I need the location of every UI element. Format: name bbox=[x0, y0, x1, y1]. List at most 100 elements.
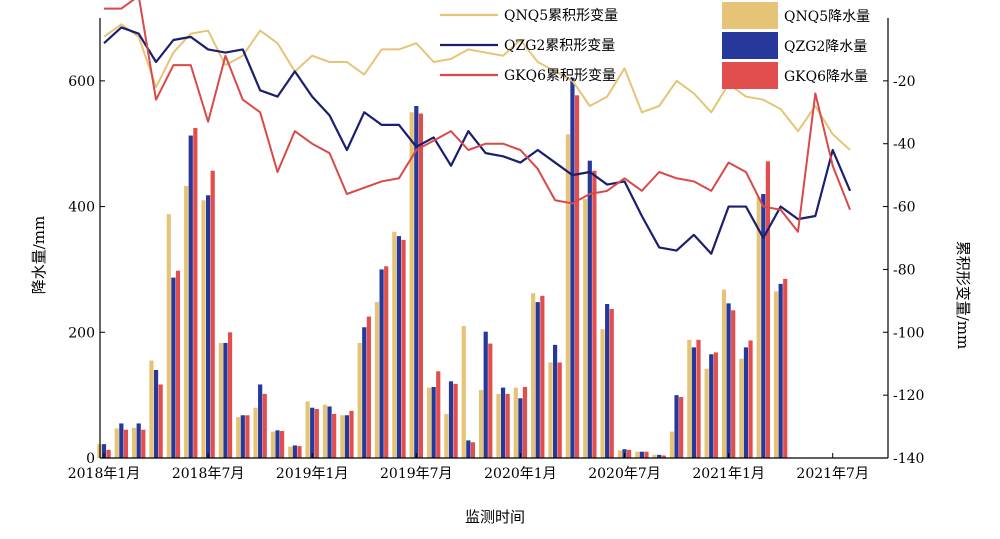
bar-QNQ5降水量-26 bbox=[548, 362, 553, 458]
x-tick-label: 2020年7月 bbox=[588, 466, 661, 482]
bar-QZG2降水量-38 bbox=[761, 194, 766, 458]
bar-QZG2降水量-7 bbox=[223, 342, 228, 458]
bar-QZG2降水量-17 bbox=[396, 236, 402, 458]
bar-GKQ6降水量-36 bbox=[731, 310, 736, 458]
y-left-tick-label: 200 bbox=[68, 325, 95, 341]
x-axis-label: 监测时间 bbox=[465, 508, 525, 526]
bar-QZG2降水量-8 bbox=[240, 415, 245, 458]
bar-QNQ5降水量-21 bbox=[461, 326, 466, 458]
bar-QNQ5降水量-4 bbox=[166, 214, 171, 458]
x-tick-label: 2019年1月 bbox=[276, 466, 349, 482]
y-right-tick-label: -20 bbox=[893, 74, 916, 90]
y-right-tick-label: -80 bbox=[893, 262, 916, 278]
bar-QZG2降水量-15 bbox=[362, 327, 367, 458]
legend-bar-swatch bbox=[722, 62, 778, 89]
bar-GKQ6降水量-8 bbox=[245, 415, 250, 458]
bar-GKQ6降水量-20 bbox=[453, 383, 458, 458]
bar-QZG2降水量-21 bbox=[466, 440, 471, 458]
legend: QNQ5累积形变量 QZG2累积形变量 GKQ6累积形变量 QNQ5降水量 QZG2降水… bbox=[440, 2, 870, 89]
bar-GKQ6降水量-4 bbox=[175, 270, 181, 458]
bar-GKQ6降水量-24 bbox=[522, 386, 528, 458]
y-right-tick-label: -140 bbox=[893, 451, 924, 467]
bar-QNQ5降水量-33 bbox=[669, 431, 675, 458]
bar-GKQ6降水量-35 bbox=[713, 352, 718, 458]
bar-QNQ5降水量-8 bbox=[236, 417, 241, 458]
bar-GKQ6降水量-9 bbox=[262, 393, 267, 458]
bar-QZG2降水量-18 bbox=[414, 106, 419, 458]
y-axis-left-label: 降水量/mm bbox=[30, 216, 48, 295]
bar-GKQ6降水量-33 bbox=[679, 397, 684, 458]
legend-bar-swatch bbox=[722, 32, 778, 59]
bar-QZG2降水量-9 bbox=[258, 384, 263, 458]
bar-QZG2降水量-4 bbox=[171, 277, 176, 458]
bar-QNQ5降水量-28 bbox=[583, 199, 588, 458]
legend-bar-label: QZG2降水量 bbox=[784, 39, 867, 55]
bar-GKQ6降水量-1 bbox=[123, 429, 129, 458]
bar-QZG2降水量-24 bbox=[518, 398, 523, 458]
bar-QZG2降水量-1 bbox=[119, 423, 124, 458]
x-tick-label: 2019年7月 bbox=[380, 466, 453, 482]
bar-QZG2降水量-32 bbox=[657, 454, 662, 458]
bar-GKQ6降水量-25 bbox=[540, 295, 545, 458]
bar-QZG2降水量-36 bbox=[726, 303, 731, 458]
bar-GKQ6降水量-17 bbox=[401, 239, 406, 458]
bar-QNQ5降水量-32 bbox=[652, 454, 657, 458]
bar-QNQ5降水量-27 bbox=[565, 134, 570, 459]
bar-QZG2降水量-11 bbox=[292, 445, 297, 458]
bar-QZG2降水量-6 bbox=[206, 195, 211, 458]
bar-GKQ6降水量-19 bbox=[436, 371, 441, 458]
y-left-tick-label: 400 bbox=[68, 200, 95, 216]
bar-QZG2降水量-27 bbox=[570, 77, 575, 459]
bar-GKQ6降水量-14 bbox=[349, 410, 354, 458]
bar-QNQ5降水量-38 bbox=[756, 197, 761, 458]
bar-QNQ5降水量-34 bbox=[687, 339, 692, 458]
legend-line-label: QZG2累积形变量 bbox=[504, 38, 615, 54]
legend-bar-label: GKQ6降水量 bbox=[784, 69, 868, 85]
bar-GKQ6降水量-15 bbox=[366, 316, 371, 458]
y-right-tick-label: -100 bbox=[893, 325, 924, 341]
bar-QNQ5降水量-18 bbox=[409, 112, 414, 458]
bar-QNQ5降水量-15 bbox=[357, 342, 362, 458]
bar-QZG2降水量-39 bbox=[778, 283, 783, 458]
bar-QZG2降水量-22 bbox=[483, 331, 488, 458]
legend-bar-label: QNQ5降水量 bbox=[784, 9, 870, 25]
y-right-tick-label: -120 bbox=[893, 388, 924, 404]
bar-GKQ6降水量-34 bbox=[696, 339, 701, 458]
bar-QZG2降水量-34 bbox=[691, 347, 696, 458]
bar-QZG2降水量-31 bbox=[639, 451, 644, 458]
bar-QZG2降水量-28 bbox=[587, 160, 592, 458]
y-right-tick-label: -40 bbox=[893, 137, 916, 153]
bar-layer bbox=[97, 77, 788, 459]
line-QZG2累积形变量 bbox=[103, 26, 852, 255]
bar-QNQ5降水量-39 bbox=[773, 291, 779, 458]
bar-GKQ6降水量-29 bbox=[609, 309, 614, 458]
y-left-tick-label: 0 bbox=[86, 451, 95, 467]
bar-QZG2降水量-13 bbox=[327, 406, 332, 458]
bar-QZG2降水量-37 bbox=[743, 347, 749, 458]
bar-QNQ5降水量-10 bbox=[270, 431, 275, 458]
bar-GKQ6降水量-5 bbox=[193, 128, 198, 458]
bar-QNQ5降水量-9 bbox=[253, 407, 258, 458]
bar-QZG2降水量-26 bbox=[553, 344, 558, 458]
bar-GKQ6降水量-11 bbox=[297, 446, 302, 458]
legend-line-label: GKQ6累积形变量 bbox=[504, 68, 616, 84]
x-tick-label: 2018年1月 bbox=[68, 466, 141, 482]
bar-QZG2降水量-29 bbox=[605, 304, 610, 458]
x-tick-label: 2018年7月 bbox=[172, 466, 245, 482]
x-tick-label: 2021年7月 bbox=[796, 466, 869, 482]
bar-QNQ5降水量-29 bbox=[600, 329, 605, 458]
bar-QNQ5降水量-14 bbox=[340, 415, 345, 458]
bar-GKQ6降水量-39 bbox=[783, 278, 788, 458]
bar-GKQ6降水量-13 bbox=[332, 414, 337, 458]
bar-GKQ6降水量-26 bbox=[557, 362, 562, 458]
bar-GKQ6降水量-18 bbox=[418, 113, 423, 458]
x-tick-label: 2020年1月 bbox=[484, 466, 557, 482]
bar-QNQ5降水量-19 bbox=[426, 387, 432, 458]
bar-QNQ5降水量-1 bbox=[114, 428, 119, 458]
bar-QNQ5降水量-5 bbox=[184, 185, 189, 458]
bar-QZG2降水量-5 bbox=[188, 135, 193, 459]
line-GKQ6累积形变量 bbox=[104, 0, 851, 233]
x-tick-label: 2021年1月 bbox=[692, 466, 765, 482]
bar-GKQ6降水量-12 bbox=[314, 408, 319, 458]
